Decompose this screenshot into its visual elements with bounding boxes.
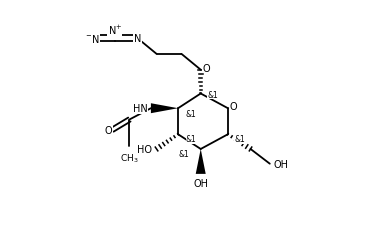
Text: OH: OH: [193, 179, 208, 188]
Text: O: O: [230, 101, 237, 112]
Text: &1: &1: [235, 135, 246, 144]
Text: O: O: [105, 125, 112, 135]
Text: N: N: [134, 34, 141, 44]
Text: &1: &1: [178, 149, 189, 158]
Text: N$^{+}$: N$^{+}$: [108, 24, 122, 37]
Text: HO: HO: [138, 144, 153, 154]
Polygon shape: [196, 149, 206, 174]
Text: &1: &1: [186, 135, 197, 144]
Text: OH: OH: [274, 159, 289, 169]
Text: &1: &1: [208, 91, 218, 100]
Polygon shape: [151, 104, 178, 114]
Text: HN: HN: [133, 104, 148, 114]
Text: O: O: [203, 64, 210, 74]
Text: &1: &1: [186, 110, 197, 119]
Text: $^{-}$N: $^{-}$N: [85, 33, 99, 45]
Text: CH$_3$: CH$_3$: [120, 152, 139, 164]
